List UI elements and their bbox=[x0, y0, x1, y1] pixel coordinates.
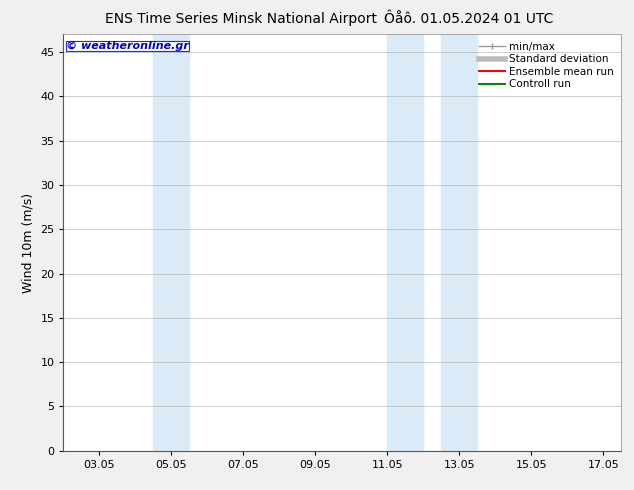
Text: ENS Time Series Minsk National Airport: ENS Time Series Minsk National Airport bbox=[105, 12, 377, 26]
Text: © weatheronline.gr: © weatheronline.gr bbox=[66, 41, 189, 50]
Bar bbox=[387, 34, 424, 451]
Text: Ôåô. 01.05.2024 01 UTC: Ôåô. 01.05.2024 01 UTC bbox=[384, 12, 554, 26]
Bar bbox=[441, 34, 477, 451]
Bar bbox=[153, 34, 190, 451]
Y-axis label: Wind 10m (m/s): Wind 10m (m/s) bbox=[22, 193, 35, 293]
Legend: min/max, Standard deviation, Ensemble mean run, Controll run: min/max, Standard deviation, Ensemble me… bbox=[477, 40, 616, 92]
